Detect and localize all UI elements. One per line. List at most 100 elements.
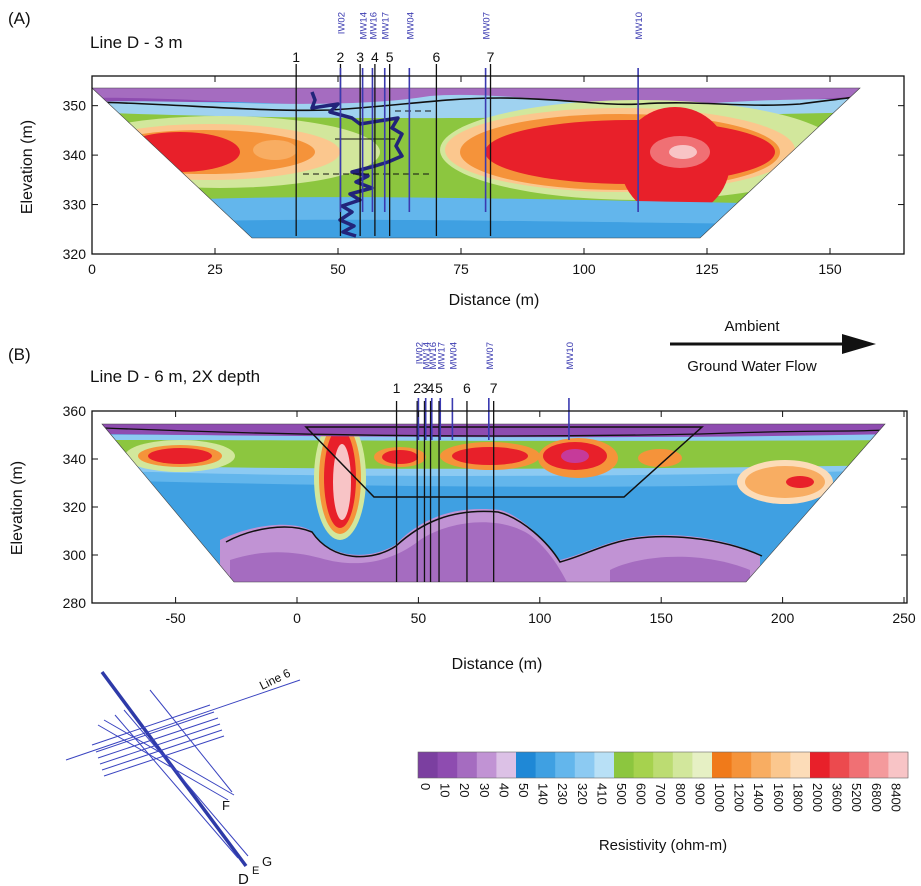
x-tick-label: 50 bbox=[330, 261, 346, 277]
colorbar-level-label: 230 bbox=[555, 783, 570, 805]
colorbar-level-label: 140 bbox=[536, 783, 551, 805]
numbered-line-label-6: 6 bbox=[463, 380, 471, 396]
panel-b-ylabel: Elevation (m) bbox=[9, 461, 26, 555]
numbered-line-label-3: 3 bbox=[356, 49, 364, 65]
colorbar-level-label: 3600 bbox=[830, 783, 845, 812]
panel-a-section-outline bbox=[91, 87, 861, 239]
well-label-mw14: MW14 bbox=[359, 12, 370, 39]
x-tick-label: 0 bbox=[293, 610, 301, 626]
panel-b-label: (B) bbox=[8, 345, 31, 364]
colorbar-level-label: 1200 bbox=[732, 783, 747, 812]
panel-a-ylabel: Elevation (m) bbox=[19, 120, 36, 214]
panel-b-resistivity-section bbox=[102, 424, 885, 582]
colorbar-swatch bbox=[516, 752, 537, 778]
colorbar-swatch bbox=[476, 752, 497, 778]
y-tick-label: 330 bbox=[63, 197, 87, 213]
map-label-f: F bbox=[222, 798, 230, 813]
panel-a-plot-frame bbox=[91, 75, 905, 255]
well-label-mw04: MW04 bbox=[405, 12, 416, 39]
panel-a-axes: 0 25 50 75 100 125 150 320 330 340 350 bbox=[63, 76, 904, 277]
colorbar-level-label: 30 bbox=[477, 783, 492, 797]
x-tick-label: 250 bbox=[892, 610, 916, 626]
numbered-line-label-1: 1 bbox=[292, 49, 300, 65]
well-label-mw10: MW10 bbox=[565, 342, 576, 369]
colorbar-swatch bbox=[418, 752, 439, 778]
y-tick-label: 340 bbox=[63, 451, 87, 467]
colorbar-swatch bbox=[614, 752, 635, 778]
colorbar-level-label: 1400 bbox=[751, 783, 766, 812]
y-tick-label: 320 bbox=[63, 499, 87, 515]
colorbar-level-label: 5200 bbox=[849, 783, 864, 812]
colorbar-swatch bbox=[868, 752, 889, 778]
well-label-mw07: MW07 bbox=[482, 12, 493, 39]
colorbar-level-label: 40 bbox=[496, 783, 511, 797]
colorbar-label: Resistivity (ohm-m) bbox=[599, 837, 727, 854]
colorbar-level-label: 700 bbox=[653, 783, 668, 805]
colorbar-swatch bbox=[457, 752, 478, 778]
panel-a-title: Line D - 3 m bbox=[90, 33, 183, 52]
colorbar-level-label: 800 bbox=[673, 783, 688, 805]
well-label-mw14: MW14 bbox=[422, 342, 433, 369]
y-tick-label: 300 bbox=[63, 547, 87, 563]
colorbar-level-label: 2000 bbox=[810, 783, 825, 812]
flow-arrow-line2: Ground Water Flow bbox=[687, 358, 817, 375]
colorbar-level-label: 8400 bbox=[888, 783, 903, 812]
numbered-line-label-7: 7 bbox=[487, 49, 495, 65]
well-label-mw17: MW17 bbox=[381, 12, 392, 39]
colorbar-swatch bbox=[496, 752, 517, 778]
well-label-mw16: MW16 bbox=[368, 12, 379, 39]
colorbar-level-label: 0 bbox=[418, 783, 433, 790]
colorbar-swatch bbox=[770, 752, 791, 778]
colorbar-swatch bbox=[849, 752, 870, 778]
colorbar-swatch bbox=[672, 752, 693, 778]
well-label-iw02: IW02 bbox=[336, 12, 347, 34]
x-tick-label: 0 bbox=[88, 261, 96, 277]
map-label-e: E bbox=[252, 865, 259, 877]
well-label-mw07: MW07 bbox=[485, 342, 496, 369]
x-tick-label: 100 bbox=[572, 261, 596, 277]
numbered-line-label-2: 2 bbox=[337, 49, 345, 65]
map-line-6 bbox=[65, 679, 301, 761]
x-tick-label: 25 bbox=[207, 261, 223, 277]
x-tick-label: 75 bbox=[453, 261, 469, 277]
flow-arrow: Ambient Ground Water Flow bbox=[670, 318, 876, 375]
colorbar-level-label: 600 bbox=[634, 783, 649, 805]
well-label-mw16: MW16 bbox=[428, 342, 439, 369]
panel-b-title: Line D - 6 m, 2X depth bbox=[90, 367, 260, 386]
colorbar-level-label: 410 bbox=[594, 783, 609, 805]
numbered-line-label-4: 4 bbox=[371, 49, 379, 65]
x-tick-label: 150 bbox=[650, 610, 674, 626]
location-map: Line 6 F D E G bbox=[65, 666, 301, 886]
colorbar-swatch bbox=[829, 752, 850, 778]
numbered-line-label-5: 5 bbox=[386, 49, 394, 65]
x-tick-label: 125 bbox=[695, 261, 719, 277]
well-label-mw04: MW04 bbox=[448, 342, 459, 369]
y-tick-label: 360 bbox=[63, 403, 87, 419]
colorbar-level-label: 6800 bbox=[869, 783, 884, 812]
well-label-iw02: IW02 bbox=[414, 342, 425, 364]
colorbar-swatch bbox=[692, 752, 713, 778]
numbered-line-label-3: 3 bbox=[421, 380, 429, 396]
colorbar-frame bbox=[417, 751, 909, 779]
colorbar-level-label: 1000 bbox=[712, 783, 727, 812]
colorbar-swatch bbox=[574, 752, 595, 778]
panel-b-axes: -50 0 50 100 150 200 250 280 300 320 340 360 bbox=[63, 403, 916, 626]
map-line-g bbox=[123, 709, 249, 857]
colorbar-swatch bbox=[437, 752, 458, 778]
panel-b-xlabel: Distance (m) bbox=[452, 656, 543, 673]
x-tick-label: -50 bbox=[165, 610, 185, 626]
numbered-line-label-6: 6 bbox=[433, 49, 441, 65]
colorbar-swatch bbox=[888, 752, 909, 778]
numbered-line-label-2: 2 bbox=[413, 380, 421, 396]
x-tick-label: 150 bbox=[818, 261, 842, 277]
colorbar-level-label: 1600 bbox=[771, 783, 786, 812]
panel-b-3m-footprint bbox=[304, 426, 704, 498]
x-tick-label: 200 bbox=[771, 610, 795, 626]
panel-a-resistivity-section bbox=[92, 88, 860, 238]
well-label-mw10: MW10 bbox=[634, 12, 645, 39]
colorbar-swatch bbox=[555, 752, 576, 778]
colorbar-level-label: 20 bbox=[457, 783, 472, 797]
colorbar-level-label: 320 bbox=[575, 783, 590, 805]
